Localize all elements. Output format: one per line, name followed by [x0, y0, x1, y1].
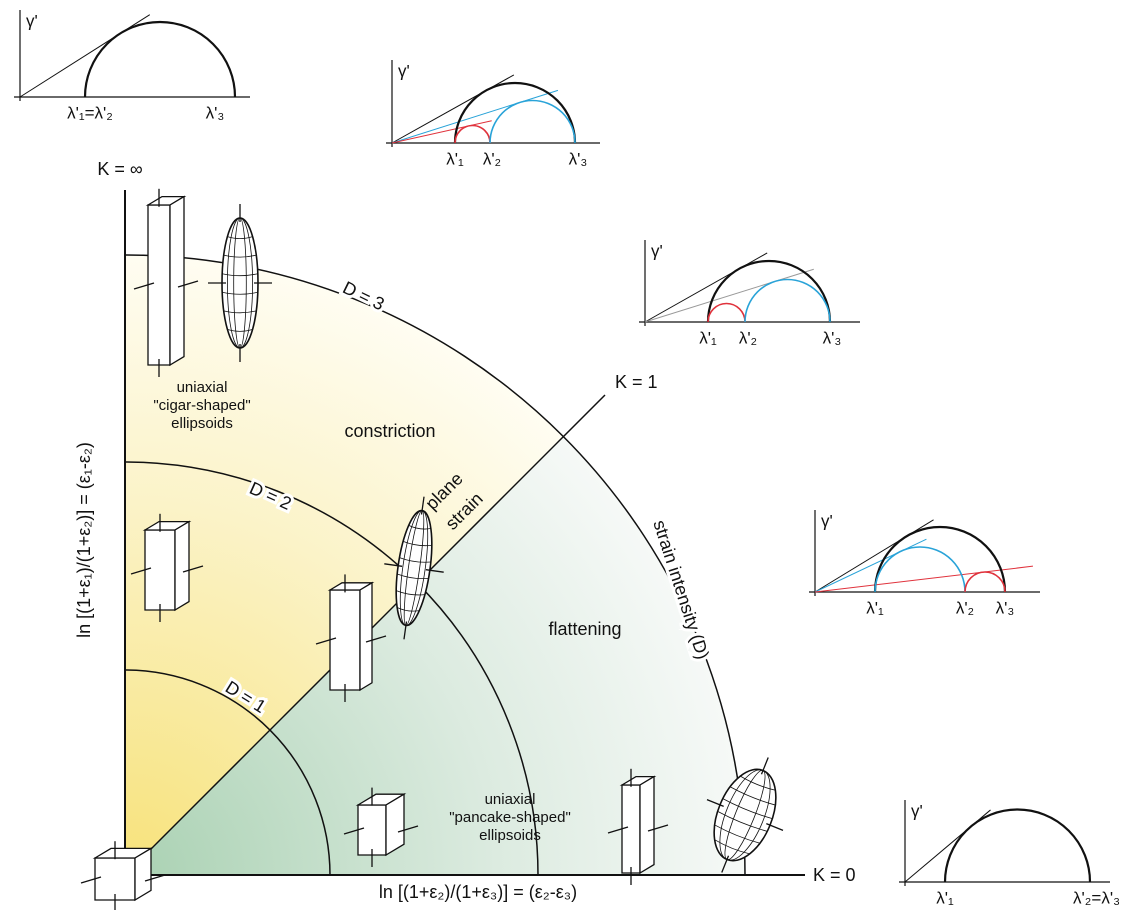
mohr-circle [945, 810, 1090, 883]
mohr-diagram: γ' λ'₁ λ'₂=λ'₃ [899, 800, 1120, 907]
mohr-diagram: γ' λ'₁=λ'₂ λ'₃ [14, 10, 250, 122]
prism-face [622, 785, 640, 873]
prism-side [360, 583, 372, 690]
mohr-tangent [815, 539, 926, 592]
prism-side [175, 522, 189, 610]
mohr-circle [455, 83, 575, 143]
mohr-y-label: γ' [911, 801, 923, 820]
mohr-tangent [392, 121, 492, 143]
mohr-x-label: λ'₃ [996, 598, 1015, 617]
mohr-x-label: λ'₃ [206, 103, 225, 122]
mohr-diagram: γ' λ'₁ λ'₂ λ'₃ [386, 60, 600, 168]
mohr-x-label: λ'₂ [739, 328, 757, 347]
mohr-diagram: γ' λ'₁ λ'₂ λ'₃ [639, 240, 860, 347]
prism-face [95, 858, 135, 900]
prism-side [135, 848, 151, 900]
cigar-label: ellipsoids [171, 415, 233, 432]
mohr-x-label: λ'₃ [823, 328, 842, 347]
cigar-label: "cigar-shaped" [153, 397, 250, 414]
flattening-label: flattening [548, 619, 621, 639]
mohr-y-label: γ' [821, 511, 833, 530]
prism-side [170, 197, 184, 365]
strain-diagram: K = ∞ K = 1 K = 0 D = 1 D = 2 D = 3 cons… [0, 0, 1122, 910]
k-zero-label: K = 0 [813, 865, 856, 885]
pancake-label: ellipsoids [479, 827, 541, 844]
prism-face [148, 205, 170, 365]
pancake-label: "pancake-shaped" [449, 809, 571, 826]
constriction-label: constriction [344, 421, 435, 441]
mohr-x-label: λ'₂ [956, 598, 974, 617]
k-infinity-label: K = ∞ [97, 159, 143, 179]
mohr-circle [85, 22, 235, 97]
mohr-circle [965, 572, 1005, 592]
mohr-y-label: γ' [651, 241, 663, 260]
mohr-y-label: γ' [26, 11, 38, 30]
mohr-x-label: λ'₂ [483, 149, 501, 168]
mohr-tangent [645, 269, 814, 322]
mohr-x-label: λ'₃ [569, 149, 588, 168]
mohr-x-label: λ'₁=λ'₂ [67, 103, 113, 122]
mohr-x-label: λ'₁ [699, 328, 717, 347]
prism-side [386, 794, 404, 855]
cigar-label: uniaxial [177, 379, 228, 396]
pancake-label: uniaxial [485, 791, 536, 808]
mohr-circle [708, 304, 745, 323]
prism-side [640, 777, 654, 873]
mohr-x-label: λ'₁ [936, 888, 954, 907]
prism-face [330, 590, 360, 690]
prism-face [358, 805, 386, 855]
x-axis-label: ln [(1+ε₂)/(1+ε₃)] = (ε₂-ε₃) [379, 882, 577, 902]
mohr-x-label: λ'₁ [866, 598, 884, 617]
mohr-x-label: λ'₂=λ'₃ [1073, 888, 1120, 907]
prism-face [145, 530, 175, 610]
mohr-diagram: γ' λ'₁ λ'₂ λ'₃ [809, 510, 1040, 617]
k-one-label: K = 1 [615, 372, 658, 392]
mohr-x-label: λ'₁ [446, 149, 464, 168]
y-axis-label: ln [(1+ε₁)/(1+ε₂)] = (ε₁-ε₂) [74, 442, 94, 638]
mohr-y-label: γ' [398, 61, 410, 80]
